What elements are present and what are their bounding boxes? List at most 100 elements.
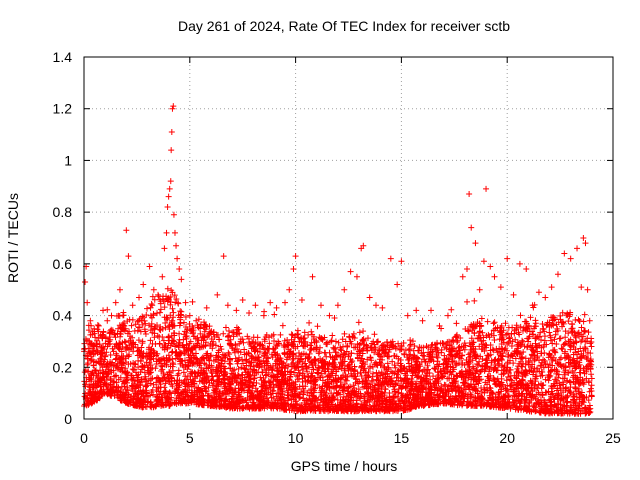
data-point-bg — [537, 362, 544, 369]
data-point-bg — [453, 339, 460, 346]
data-point-bg — [475, 362, 482, 369]
data-point-bg — [422, 359, 429, 366]
data-point-bg — [548, 356, 555, 363]
data-point-bg — [338, 347, 345, 354]
data-point-bg — [345, 384, 352, 391]
data-point-bg — [167, 396, 174, 403]
data-point-bg — [339, 362, 346, 369]
data-point-bg — [209, 366, 216, 373]
data-point-bg — [411, 397, 418, 404]
data-point-bg — [313, 344, 320, 351]
data-point-bg — [205, 384, 212, 391]
data-point-bg — [302, 363, 309, 370]
data-point-bg — [201, 319, 208, 326]
data-point-bg — [277, 331, 284, 338]
data-point-bg — [148, 300, 155, 307]
data-point-bg — [181, 328, 188, 335]
data-point-bg — [438, 325, 445, 332]
data-point-bg — [272, 345, 279, 352]
data-point-bg — [271, 311, 278, 318]
data-point-bg — [271, 401, 278, 408]
data-point-bg — [398, 343, 405, 350]
data-point-bg — [359, 379, 366, 386]
data-point-bg — [568, 320, 575, 327]
data-point-bg — [364, 335, 371, 342]
data-point-bg — [364, 356, 371, 363]
data-point-bg — [132, 321, 139, 328]
data-point-bg — [462, 326, 469, 333]
data-point-bg — [173, 296, 180, 302]
data-point-bg — [306, 350, 313, 357]
data-point-bg — [94, 348, 101, 355]
data-point-bg — [239, 356, 246, 363]
data-point-bg — [426, 370, 433, 377]
data-point-bg — [360, 328, 367, 335]
data-point-bg — [408, 357, 415, 364]
data-point-bg — [349, 365, 356, 372]
data-point-bg — [540, 364, 547, 371]
data-point-bg — [581, 311, 588, 318]
data-point-bg — [510, 360, 517, 367]
data-point-bg — [239, 405, 246, 412]
data-point-bg — [139, 313, 146, 320]
data-point-bg — [271, 349, 278, 356]
data-point-bg — [344, 363, 351, 370]
data-point-bg — [464, 298, 471, 305]
data-point-bg — [384, 339, 391, 346]
data-point-bg — [301, 360, 308, 367]
data-point-bg — [233, 345, 240, 352]
data-point-bg — [146, 392, 153, 399]
data-point-bg — [587, 340, 594, 347]
data-points — [81, 103, 595, 417]
data-point-bg — [126, 351, 133, 358]
data-point-bg — [154, 350, 161, 357]
data-point-bg — [124, 318, 131, 325]
data-point-bg — [487, 385, 494, 392]
data-point-bg — [579, 337, 586, 344]
data-point-bg — [85, 322, 92, 329]
data-point-bg — [567, 379, 574, 386]
data-point-bg — [288, 331, 295, 338]
data-point-bg — [144, 305, 151, 312]
data-point-bg — [459, 400, 466, 407]
data-point-bg — [392, 364, 399, 371]
data-point-bg — [471, 297, 478, 304]
data-point-bg — [159, 333, 166, 340]
data-point-bg — [413, 374, 420, 381]
data-point-bg — [519, 338, 526, 345]
data-point-bg — [261, 379, 268, 386]
data-point-bg — [282, 362, 289, 369]
data-point-bg — [172, 343, 179, 350]
data-point-bg — [275, 338, 282, 345]
data-point-bg — [508, 330, 515, 337]
data-point-bg — [117, 331, 124, 338]
data-point-bg — [527, 314, 534, 321]
data-point-bg — [534, 399, 541, 406]
data-point-bg — [169, 305, 176, 312]
data-point-bg — [90, 347, 97, 354]
data-point-bg — [226, 355, 233, 362]
data-point-bg — [472, 355, 479, 362]
data-point-bg — [453, 351, 460, 358]
data-point-bg — [388, 375, 395, 382]
data-point-bg — [518, 355, 525, 362]
data-point-bg — [164, 393, 171, 400]
data-point-bg — [391, 362, 398, 369]
data-point-bg — [225, 349, 232, 356]
data-point-bg — [511, 392, 518, 399]
data-point-bg — [353, 400, 360, 407]
data-point-bg — [285, 392, 292, 399]
data-point-bg — [532, 317, 539, 324]
data-point-bg — [240, 360, 247, 367]
data-point-bg — [559, 381, 566, 388]
data-point-bg — [478, 389, 485, 396]
data-point-bg — [445, 375, 452, 382]
data-point-bg — [291, 334, 298, 341]
data-point-bg — [458, 369, 465, 376]
data-point-bg — [163, 293, 170, 300]
data-point-bg — [585, 378, 592, 385]
data-point-bg — [517, 323, 524, 330]
data-point-bg — [433, 351, 440, 358]
data-point-bg — [208, 335, 215, 342]
data-point-bg — [556, 356, 563, 363]
